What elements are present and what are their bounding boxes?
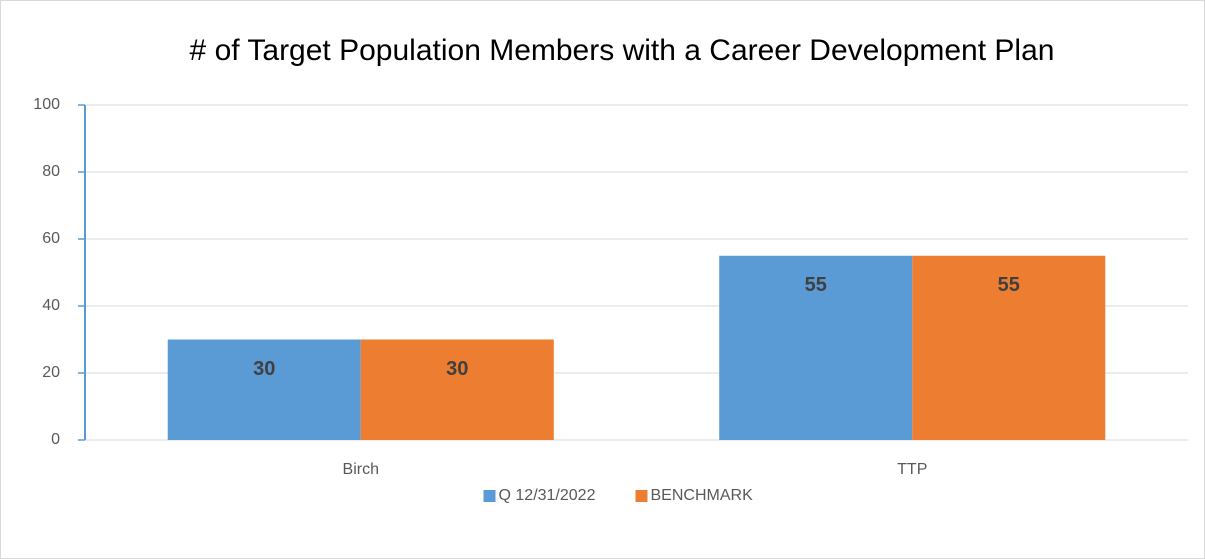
legend-swatch (483, 490, 496, 502)
y-tick-label: 20 (42, 364, 60, 381)
chart-title: # of Target Population Members with a Ca… (190, 34, 1055, 67)
data-label: 30 (253, 358, 275, 380)
data-label: 55 (998, 274, 1020, 296)
legend-label: Q 12/31/2022 (499, 487, 596, 504)
legend-label: BENCHMARK (651, 487, 754, 504)
bar (719, 255, 913, 440)
bar (167, 339, 361, 440)
y-tick-label: 40 (42, 297, 60, 314)
y-tick-label: 80 (42, 163, 60, 180)
bar (912, 255, 1106, 440)
y-tick-label: 100 (33, 96, 60, 113)
x-tick-label: TTP (897, 461, 927, 478)
y-tick-label: 0 (51, 431, 60, 448)
data-label: 30 (446, 358, 468, 380)
y-tick-label: 60 (42, 230, 60, 247)
legend-swatch (635, 490, 648, 502)
bar (360, 339, 554, 440)
x-tick-label: Birch (343, 461, 379, 478)
data-label: 55 (805, 274, 827, 296)
